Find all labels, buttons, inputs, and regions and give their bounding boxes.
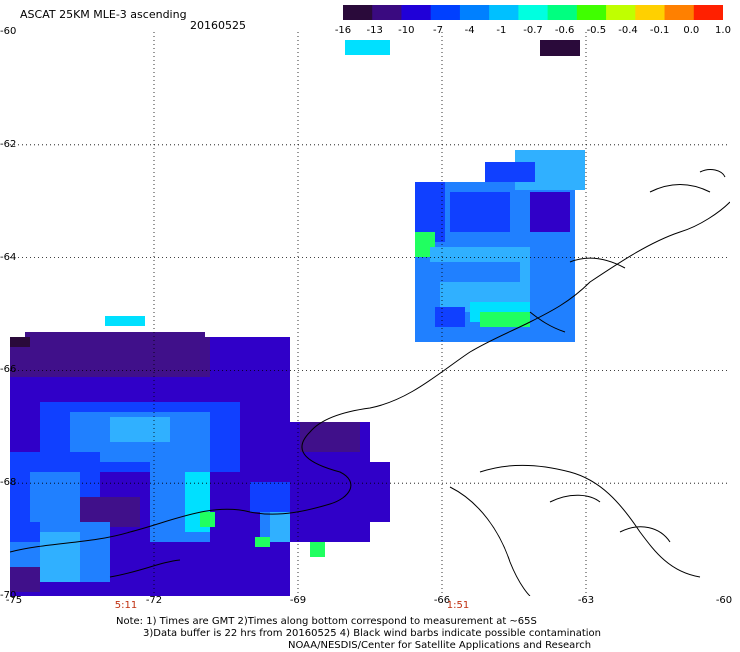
longitude-label: -75 <box>5 595 23 606</box>
wind-cell <box>110 417 170 442</box>
coastline-segment <box>109 559 181 578</box>
color-scale-swatch <box>547 5 578 20</box>
longitude-label: -63 <box>577 595 595 606</box>
color-scale-label: -0.5 <box>586 25 607 36</box>
color-scale-label: -4 <box>464 25 475 36</box>
longitude-label: -69 <box>289 595 307 606</box>
wind-cell <box>530 192 570 232</box>
wind-cell <box>255 537 270 547</box>
wind-cell <box>345 40 390 55</box>
latitude-label: -70 <box>0 590 17 601</box>
latitude-label: -68 <box>0 477 17 489</box>
wind-cell <box>300 422 360 452</box>
scatterometer-map <box>10 32 730 596</box>
color-scale-label: -10 <box>398 25 415 36</box>
wind-cell <box>435 307 465 327</box>
color-scale-swatch <box>489 5 519 20</box>
coastline-segment <box>619 526 671 543</box>
coastline-segment <box>129 201 730 533</box>
color-scale-label: -16 <box>334 25 352 36</box>
time-label: 1:51 <box>446 600 470 611</box>
wind-cell <box>10 337 30 347</box>
coastline <box>10 169 730 596</box>
color-scale-label: -0.7 <box>523 25 543 36</box>
wind-cell <box>250 482 290 512</box>
wind-cell <box>10 567 40 592</box>
wind-cell <box>485 162 535 182</box>
color-scale-swatch <box>459 5 490 20</box>
longitude-label: -66 <box>433 595 451 606</box>
wind-cell <box>200 512 215 527</box>
longitude-label: -60 <box>715 595 733 606</box>
color-scale-label: -0.1 <box>649 25 670 36</box>
wind-cell <box>450 192 510 232</box>
color-scale-swatch <box>430 5 461 20</box>
latitude-label: -64 <box>0 251 17 263</box>
wind-cell <box>105 316 145 326</box>
wind-cell <box>350 462 390 522</box>
coastline-segment <box>549 494 601 503</box>
coastline-segment <box>699 169 726 178</box>
color-scale-swatch <box>372 5 402 20</box>
time-label: 5:11 <box>114 600 138 611</box>
latitude-label: -60 <box>0 26 17 37</box>
map-title: ASCAT 25KM MLE-3 ascending <box>20 8 187 21</box>
latitude-label: -62 <box>0 138 17 150</box>
wind-cell <box>480 312 530 327</box>
color-scale-swatch <box>664 5 695 20</box>
note-line-3: NOAA/NESDIS/Center for Satellite Applica… <box>288 640 592 651</box>
coastline-segment <box>529 311 566 333</box>
wind-cell <box>40 532 80 582</box>
coastline-segment <box>569 257 626 269</box>
graticule <box>10 32 730 596</box>
wind-cell <box>30 472 80 522</box>
color-scale-swatch <box>693 5 723 20</box>
color-scale-label: 1.0 <box>715 25 731 36</box>
color-scale-swatch <box>518 5 549 20</box>
coastline-segment <box>649 184 711 193</box>
color-scale-label: 0.0 <box>683 25 700 36</box>
coastline-segment <box>10 531 131 553</box>
color-scale-label: -13 <box>366 25 383 36</box>
note-line-1: Note: 1) Times are GMT 2)Times along bot… <box>116 616 537 627</box>
color-scale-label: -1 <box>496 25 507 36</box>
color-scale-bar <box>343 5 723 20</box>
coastline-segment <box>449 486 531 596</box>
wind-cell <box>25 332 205 352</box>
color-scale-label: -7 <box>433 25 443 36</box>
color-scale-label: -0.6 <box>554 25 575 36</box>
latitude-label: -66 <box>0 364 17 376</box>
color-scale-swatch <box>576 5 607 20</box>
color-scale-swatch <box>401 5 432 20</box>
wind-data-cells <box>10 40 585 596</box>
wind-cell <box>10 542 40 567</box>
color-scale-swatch <box>635 5 666 20</box>
wind-cell <box>540 40 580 56</box>
note-line-2: 3)Data buffer is 22 hrs from 20160525 4)… <box>143 628 601 639</box>
color-scale-swatch <box>606 5 636 20</box>
longitude-label: -72 <box>145 595 163 606</box>
color-scale-label: -0.4 <box>618 25 638 36</box>
map-date: 20160525 <box>190 19 246 32</box>
color-scale-swatch <box>343 5 373 20</box>
coastline-segment <box>479 464 701 578</box>
